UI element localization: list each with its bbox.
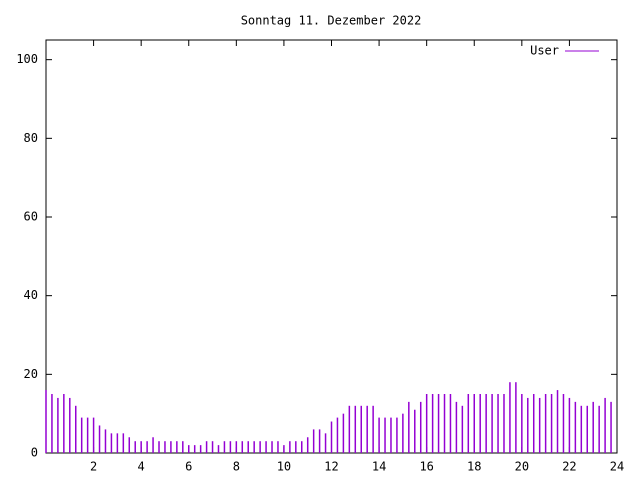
y-tick-label: 80 bbox=[24, 131, 38, 145]
y-tick-label: 100 bbox=[16, 52, 38, 66]
x-tick-label: 18 bbox=[467, 460, 481, 474]
x-tick-label: 22 bbox=[562, 460, 576, 474]
y-tick-label: 60 bbox=[24, 210, 38, 224]
x-tick-label: 16 bbox=[419, 460, 433, 474]
x-tick-label: 12 bbox=[324, 460, 338, 474]
chart-title: Sonntag 11. Dezember 2022 bbox=[241, 14, 422, 28]
x-tick-label: 8 bbox=[233, 460, 240, 474]
x-tick-label: 10 bbox=[277, 460, 291, 474]
y-tick-label: 0 bbox=[31, 446, 38, 460]
x-tick-label: 6 bbox=[185, 460, 192, 474]
y-tick-label: 40 bbox=[24, 288, 38, 302]
x-tick-label: 2 bbox=[90, 460, 97, 474]
legend-label: User bbox=[530, 44, 559, 58]
x-tick-label: 20 bbox=[515, 460, 529, 474]
x-tick-label: 14 bbox=[372, 460, 386, 474]
x-tick-label: 24 bbox=[610, 460, 624, 474]
x-tick-label: 4 bbox=[138, 460, 145, 474]
y-tick-label: 20 bbox=[24, 367, 38, 381]
